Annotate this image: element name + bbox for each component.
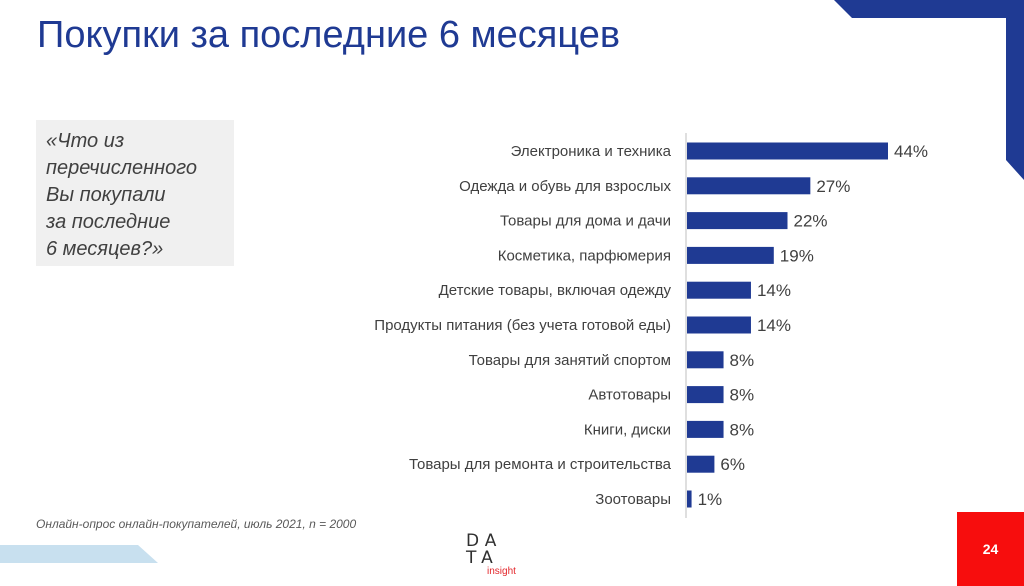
bar	[687, 455, 715, 473]
bar	[687, 281, 751, 299]
category-label: Товары для ремонта и строительства	[409, 456, 672, 473]
bar	[687, 351, 724, 369]
bar	[687, 246, 774, 264]
value-label: 27%	[816, 177, 850, 196]
category-label: Товары для занятий спортом	[469, 352, 671, 369]
decor-stripe	[0, 545, 158, 563]
category-label: Одежда и обувь для взрослых	[459, 178, 671, 195]
bar	[687, 177, 811, 195]
bar	[687, 142, 888, 160]
value-label: 22%	[794, 212, 828, 231]
logo-line-3: insight	[487, 566, 516, 577]
category-label: Продукты питания (без учета готовой еды)	[374, 317, 671, 334]
value-label: 19%	[780, 246, 814, 265]
question-line: перечисленного	[46, 157, 198, 179]
question-line: 6 месяцев?»	[46, 238, 164, 260]
footnote: Онлайн-опрос онлайн-покупателей, июль 20…	[36, 517, 357, 531]
bar	[687, 490, 692, 508]
slide-title: Покупки за последние 6 месяцев	[37, 14, 621, 56]
logo-line-1: DA	[466, 531, 503, 551]
value-label: 6%	[720, 455, 745, 474]
category-label: Автотовары	[588, 387, 671, 404]
value-label: 8%	[730, 420, 755, 439]
page-number: 24	[957, 512, 1024, 586]
bar	[687, 420, 724, 438]
category-label: Электроника и техника	[511, 143, 672, 160]
category-label: Товары для дома и дачи	[500, 213, 671, 230]
value-label: 14%	[757, 316, 791, 335]
question-line: «Что из	[46, 130, 125, 152]
corner-decoration	[834, 0, 1024, 180]
data-insight-logo: DA TA insight	[466, 531, 526, 581]
bar	[687, 316, 751, 334]
bar	[687, 386, 724, 404]
question-line: за последние	[46, 211, 171, 233]
category-label: Зоотовары	[595, 491, 671, 508]
bar	[687, 212, 788, 230]
logo-line-2: TA	[466, 548, 499, 568]
survey-question: «Что из перечисленного Вы покупали за по…	[36, 120, 234, 266]
category-label: Косметика, парфюмерия	[498, 247, 671, 264]
category-label: Детские товары, включая одежду	[439, 282, 672, 299]
value-label: 8%	[730, 351, 755, 370]
value-label: 14%	[757, 281, 791, 300]
value-label: 1%	[698, 490, 723, 509]
question-line: Вы покупали	[46, 184, 166, 206]
value-label: 8%	[730, 386, 755, 405]
value-label: 44%	[894, 142, 928, 161]
category-label: Книги, диски	[584, 421, 671, 438]
